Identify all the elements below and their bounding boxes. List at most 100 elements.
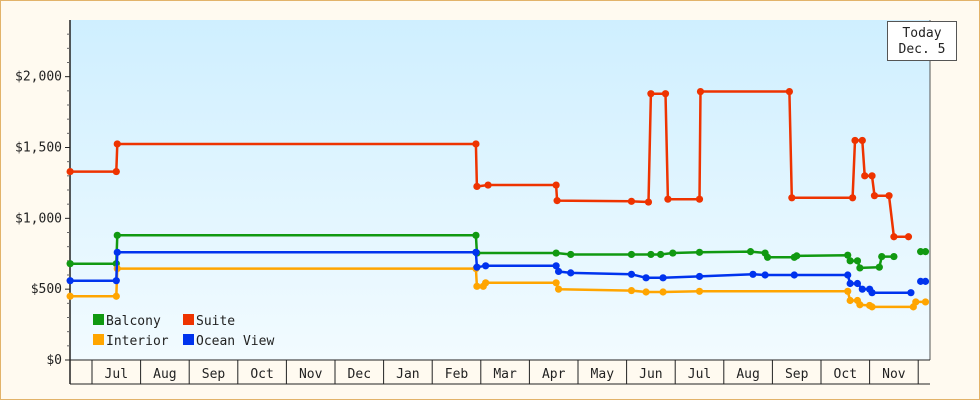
data-point [484, 181, 492, 189]
data-point [695, 287, 704, 295]
data-point [785, 87, 794, 96]
data-point [627, 250, 636, 259]
y-tick-label: $2,000 [15, 70, 62, 85]
x-tick-label: Sep [202, 367, 226, 382]
data-point [472, 231, 480, 239]
data-point [853, 279, 862, 288]
data-point [627, 197, 636, 205]
data-point [552, 181, 560, 189]
data-point [472, 248, 480, 256]
data-point [482, 279, 490, 287]
data-point [554, 285, 563, 293]
data-point [695, 272, 704, 281]
y-tick-label: $1,000 [15, 211, 62, 226]
data-point [921, 298, 930, 306]
data-point [113, 140, 121, 148]
data-point [921, 248, 930, 256]
data-point [788, 194, 796, 202]
data-point [890, 233, 898, 241]
legend-label: Interior [106, 334, 169, 349]
data-point [657, 250, 665, 259]
data-point [567, 250, 575, 259]
data-point [858, 136, 866, 145]
data-point [848, 194, 857, 202]
data-point [868, 172, 876, 180]
data-point [746, 248, 755, 256]
legend-swatch [183, 334, 194, 345]
data-point [868, 289, 876, 297]
data-point [661, 90, 670, 98]
data-point [856, 264, 864, 272]
data-point [695, 195, 704, 203]
y-tick-label: $500 [31, 282, 62, 297]
data-point [627, 270, 636, 278]
data-point [749, 270, 757, 278]
x-tick-label: Apr [542, 367, 566, 382]
data-point [695, 248, 704, 256]
data-point [642, 288, 650, 296]
data-point [552, 262, 560, 270]
x-tick-label: Jul [105, 367, 128, 382]
data-point [66, 277, 74, 285]
data-point [552, 249, 560, 257]
x-tick-label: Feb [445, 367, 469, 382]
data-point [907, 289, 915, 297]
data-point [921, 277, 930, 285]
data-point [861, 172, 869, 180]
data-point [659, 288, 667, 296]
data-point [763, 253, 772, 261]
data-point [113, 231, 121, 239]
data-point [659, 274, 667, 282]
data-point [66, 260, 74, 268]
data-point [856, 301, 864, 309]
plot-background [70, 20, 930, 360]
x-tick-label: Mar [493, 367, 517, 382]
x-tick-label: Jul [688, 367, 711, 382]
data-point [851, 136, 859, 145]
data-point [885, 192, 893, 200]
legend-swatch [93, 314, 104, 325]
legend-label: Balcony [106, 314, 161, 329]
today-marker-box: Today Dec. 5 [887, 21, 957, 61]
x-tick-label: Aug [153, 367, 176, 382]
data-point [890, 252, 898, 261]
data-point [112, 292, 120, 300]
x-tick-label: Nov [882, 367, 906, 382]
x-tick-label: Jan [396, 367, 419, 382]
data-point [846, 296, 854, 305]
data-point [761, 271, 769, 279]
data-point [870, 192, 879, 200]
data-point [552, 279, 560, 287]
data-point [627, 286, 636, 295]
data-point [844, 251, 852, 259]
data-point [472, 140, 480, 148]
legend-label: Suite [196, 314, 235, 329]
data-point [112, 167, 120, 176]
legend-swatch [93, 334, 104, 345]
data-point [112, 277, 120, 285]
data-point [554, 267, 563, 276]
data-point [875, 263, 883, 271]
x-tick-label: Oct [834, 367, 857, 382]
series-layer [66, 87, 930, 311]
data-point [912, 298, 920, 306]
x-tick-label: Aug [736, 367, 759, 382]
data-point [113, 248, 121, 256]
data-point [790, 271, 798, 279]
x-tick-label: Dec [348, 367, 371, 382]
today-date: Dec. 5 [898, 42, 946, 57]
data-point [844, 271, 852, 279]
data-point [664, 195, 672, 203]
x-tick-label: Sep [785, 367, 809, 382]
data-point [482, 262, 490, 270]
legend-label: Ocean View [196, 334, 274, 349]
data-point [696, 87, 705, 96]
x-tick-label: Nov [299, 367, 323, 382]
data-point [642, 274, 650, 282]
data-point [66, 292, 74, 300]
data-point [647, 250, 655, 259]
data-point [846, 257, 854, 265]
data-point [473, 282, 481, 290]
y-tick-label: $1,500 [15, 141, 62, 156]
